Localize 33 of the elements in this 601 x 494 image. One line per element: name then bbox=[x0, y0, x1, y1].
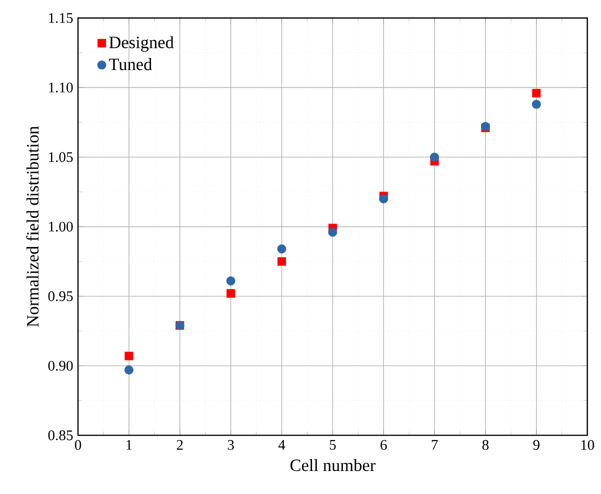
x-axis-title: Cell number bbox=[290, 459, 376, 472]
x-tick-label: 0 bbox=[74, 440, 82, 450]
point bbox=[277, 257, 286, 266]
y-tick-label: 1.00 bbox=[49, 222, 73, 232]
x-tick-label: 6 bbox=[380, 440, 387, 450]
point bbox=[532, 100, 541, 109]
y-tick-label: 0.90 bbox=[48, 360, 73, 371]
point bbox=[226, 276, 236, 286]
point bbox=[379, 194, 388, 204]
point bbox=[532, 88, 541, 98]
point bbox=[124, 352, 134, 360]
point bbox=[328, 228, 338, 237]
x-tick-label: 4 bbox=[278, 440, 286, 450]
x-tick-label: 7 bbox=[432, 440, 438, 450]
x-tick-label: 3 bbox=[228, 440, 234, 450]
x-tick-label: 2 bbox=[176, 440, 183, 450]
point bbox=[226, 289, 236, 298]
x-tick-label: 9 bbox=[533, 440, 540, 450]
legend-label: Tuned bbox=[109, 58, 152, 70]
x-tick-label: 10 bbox=[581, 440, 594, 450]
point bbox=[277, 244, 286, 254]
y-tick-label: 1.15 bbox=[49, 13, 73, 23]
y-tick-label: 0.85 bbox=[48, 430, 73, 440]
x-tick-label: 8 bbox=[482, 440, 489, 450]
x-tick-label: 5 bbox=[330, 440, 336, 450]
y-axis-title: Normalized field distribution bbox=[26, 126, 39, 327]
point bbox=[124, 365, 134, 374]
legend-label: Designed bbox=[109, 36, 174, 52]
x-tick-label: 1 bbox=[126, 440, 132, 450]
y-tick-label: 1.05 bbox=[49, 152, 73, 162]
y-tick-label: 1.10 bbox=[49, 82, 73, 93]
y-tick-label: 0.95 bbox=[48, 291, 73, 302]
point bbox=[430, 152, 440, 162]
